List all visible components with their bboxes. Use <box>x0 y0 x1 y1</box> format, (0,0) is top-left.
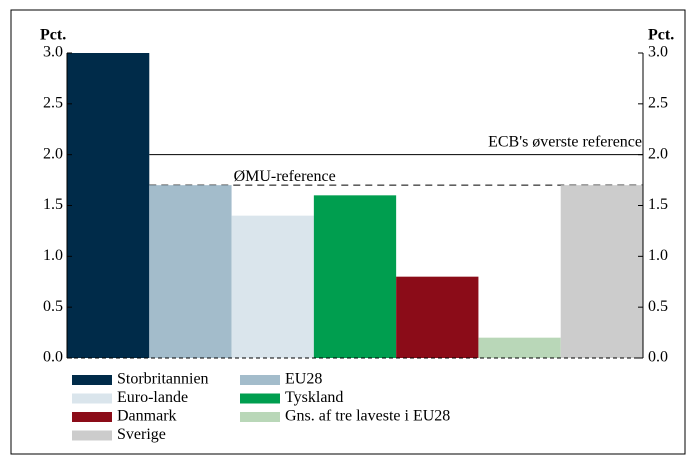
y-tick-label: 2.5 <box>43 95 63 112</box>
legend-swatch <box>240 412 280 422</box>
legend-label: EU28 <box>285 371 322 388</box>
bar <box>67 53 150 358</box>
y2-tick-label: 1.0 <box>648 247 668 264</box>
bar <box>396 276 479 358</box>
legend-label: Danmark <box>117 408 177 425</box>
y-axis-label: Pct. <box>40 27 66 44</box>
legend-label: Euro-lande <box>117 389 188 406</box>
bar <box>231 215 314 358</box>
bar <box>560 185 643 358</box>
y-tick-label: 0.5 <box>43 298 63 315</box>
reference-label: ØMU-reference <box>234 168 336 185</box>
bar <box>149 185 232 358</box>
legend-label: Tyskland <box>285 389 343 406</box>
legend-swatch <box>72 393 112 404</box>
legend-swatch <box>240 393 280 404</box>
legend-swatch <box>72 430 112 441</box>
bar <box>478 337 561 358</box>
y-tick-label: 3.0 <box>43 44 63 61</box>
label-bg <box>233 169 338 183</box>
legend-label: Gns. af tre laveste i EU28 <box>285 408 450 425</box>
legend-swatch <box>240 375 280 385</box>
y-tick-label: 2.0 <box>43 145 63 162</box>
frame <box>10 9 686 455</box>
legend-label: Storbritannien <box>117 371 209 388</box>
y2-tick-label: 3.0 <box>648 44 668 61</box>
y-tick-label: 0.0 <box>43 349 63 366</box>
y2-tick-label: 2.5 <box>648 95 668 112</box>
y2-tick-label: 0.0 <box>648 349 668 366</box>
legend-swatch <box>72 412 112 422</box>
reference-label: ECB's øverste reference <box>488 133 642 150</box>
y-tick-label: 1.0 <box>43 247 63 264</box>
y-tick-label: 1.5 <box>43 196 63 213</box>
y2-tick-label: 0.5 <box>648 298 668 315</box>
y2-axis-label: Pct. <box>648 27 674 44</box>
legend-label: Sverige <box>117 426 166 443</box>
legend-swatch <box>72 375 112 385</box>
y2-tick-label: 1.5 <box>648 196 668 213</box>
y2-tick-label: 2.0 <box>648 145 668 162</box>
bar <box>313 195 397 358</box>
